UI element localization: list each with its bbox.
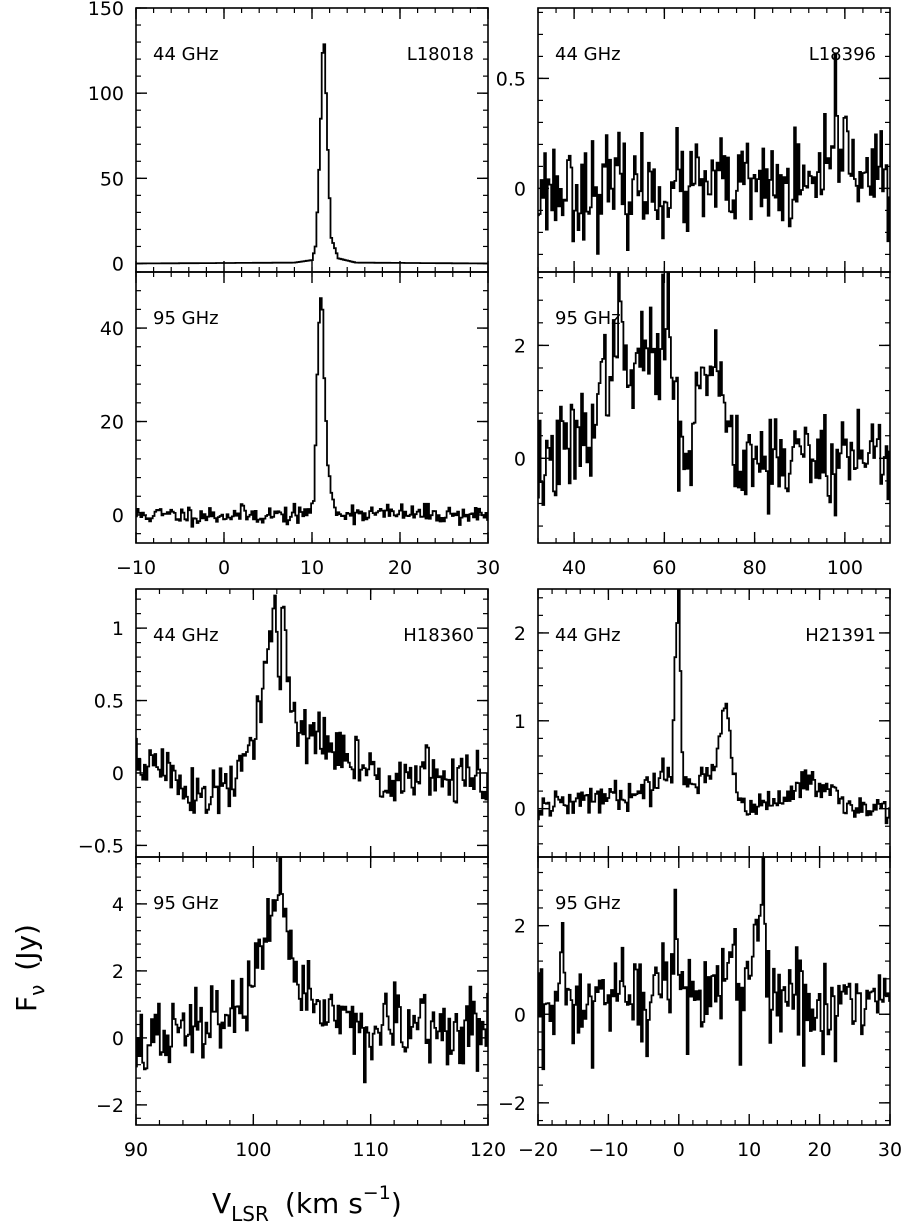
- x-tick-label: 10: [300, 557, 324, 579]
- x-axis-title-main: V: [212, 1187, 231, 1220]
- x-tick-label: 10: [737, 1139, 761, 1161]
- x-axis-title-close: ): [391, 1187, 402, 1220]
- source-label: L18018: [407, 44, 474, 65]
- y-tick-label: 100: [88, 83, 124, 105]
- panel-bottom-right-upper: 0 1 2 44 GHz H21391: [514, 588, 891, 858]
- y-tick-label: 0: [112, 763, 124, 785]
- x-tick-label: −20: [518, 1139, 558, 1161]
- x-tick-label: 100: [235, 1139, 271, 1161]
- y-tick-label: −2: [96, 1095, 124, 1117]
- frequency-label: 95 GHz: [153, 893, 219, 914]
- y-tick-label: 40: [100, 318, 124, 340]
- y-tick-label: 2: [514, 623, 526, 645]
- x-tick-label: 120: [470, 1139, 506, 1161]
- source-label: L18396: [809, 44, 876, 65]
- frequency-label: 95 GHz: [555, 308, 621, 329]
- panel-top-left-lower: 0 20 40 −10 0 10 20 30 95 GHz: [100, 271, 500, 579]
- x-tick-label: −10: [588, 1139, 628, 1161]
- frequency-label: 44 GHz: [153, 44, 219, 65]
- frequency-label: 95 GHz: [153, 308, 219, 329]
- x-tick-label: 20: [388, 557, 412, 579]
- spectrum-line: [136, 857, 488, 1084]
- panel-bottom-left-lower: −2 0 2 4 90 100 110 120 95 GHz: [96, 856, 506, 1161]
- x-axis-title: VLSR (km s−1): [212, 1182, 402, 1226]
- y-axis-title: Fν (Jy): [10, 924, 49, 1012]
- y-tick-label: 150: [88, 0, 124, 20]
- x-tick-label: 60: [652, 557, 676, 579]
- panel-top-right-upper: 0 0.5 44 GHz L18396: [496, 7, 891, 273]
- x-axis-title-sub: LSR: [231, 1202, 269, 1226]
- x-tick-label: 0: [218, 557, 230, 579]
- panel-top-right-lower: 0 2 40 60 80 100 95 GHz: [514, 271, 891, 579]
- y-tick-label: 0.5: [496, 68, 526, 90]
- frequency-label: 44 GHz: [555, 625, 621, 646]
- y-axis-title-unit: (Jy): [10, 924, 43, 971]
- y-tick-label: 0: [112, 253, 124, 275]
- panel-frame: [537, 271, 891, 544]
- y-tick-label: 50: [100, 168, 124, 190]
- y-tick-label: 2: [514, 335, 526, 357]
- spectrum-line: [136, 297, 488, 528]
- spectrum-line: [538, 857, 890, 1071]
- frequency-label: 44 GHz: [555, 44, 621, 65]
- y-axis-title-sub: ν: [25, 985, 49, 996]
- x-tick-label: 0: [673, 1139, 685, 1161]
- y-tick-label: 2: [514, 916, 526, 938]
- y-tick-label: 1: [112, 618, 124, 640]
- x-tick-label: −10: [116, 557, 156, 579]
- y-tick-label: 0: [514, 799, 526, 821]
- y-tick-label: 0: [514, 448, 526, 470]
- y-tick-label: 1: [514, 711, 526, 733]
- y-axis-title-main: F: [10, 996, 43, 1012]
- y-tick-label: 20: [100, 412, 124, 434]
- x-tick-label: 100: [827, 557, 863, 579]
- frequency-label: 44 GHz: [153, 625, 219, 646]
- frequency-label: 95 GHz: [555, 893, 621, 914]
- x-tick-label: 90: [124, 1139, 148, 1161]
- x-axis-title-exp: −1: [363, 1182, 391, 1204]
- y-tick-label: 2: [112, 961, 124, 983]
- y-tick-label: 0: [112, 1028, 124, 1050]
- y-tick-label: 0.5: [94, 691, 124, 713]
- y-tick-label: −0.5: [78, 835, 124, 857]
- x-axis-title-unit: (km s: [285, 1187, 363, 1220]
- y-tick-label: −2: [498, 1093, 526, 1115]
- x-tick-label: 110: [353, 1139, 389, 1161]
- spectrum-line: [136, 594, 488, 815]
- panel-frame: [135, 856, 489, 1126]
- source-label: H18360: [403, 625, 474, 646]
- x-tick-label: 20: [808, 1139, 832, 1161]
- source-label: H21391: [805, 625, 876, 646]
- x-tick-label: 40: [562, 557, 586, 579]
- y-tick-label: 0: [514, 1004, 526, 1026]
- x-tick-label: 30: [476, 557, 500, 579]
- panel-top-left-upper: 0 50 100 150 44 GHz L18018: [88, 0, 489, 275]
- spectrum-line: [538, 589, 890, 825]
- y-tick-label: 4: [112, 894, 124, 916]
- y-tick-label: 0: [112, 505, 124, 527]
- y-tick-label: 0: [514, 178, 526, 200]
- spectrum-line: [136, 43, 488, 265]
- spectrum-line: [538, 52, 890, 255]
- spectrum-line: [538, 272, 890, 517]
- x-tick-label: 30: [878, 1139, 902, 1161]
- x-tick-label: 80: [743, 557, 767, 579]
- panel-bottom-left-upper: −0.5 0 0.5 1 44 GHz H18360: [78, 588, 489, 858]
